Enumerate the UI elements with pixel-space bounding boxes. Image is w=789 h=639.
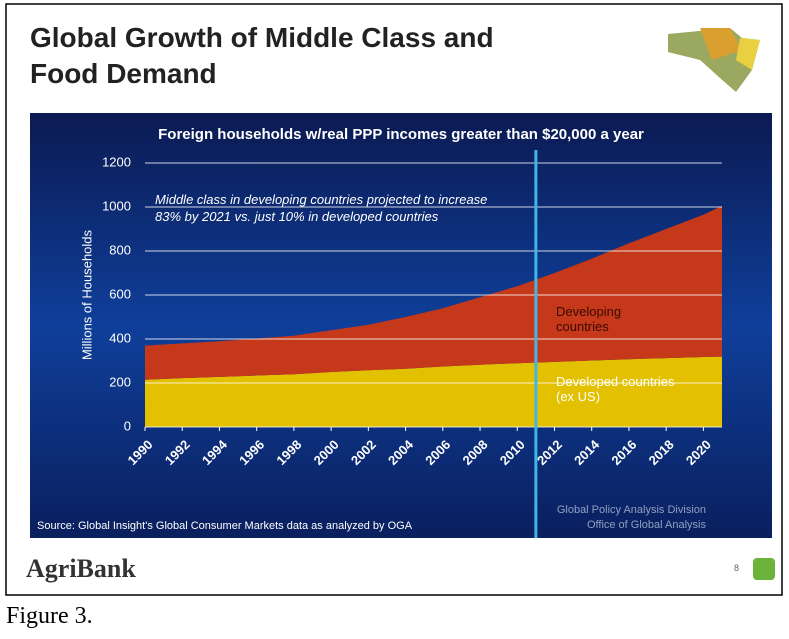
annotation: Middle class in developing countries pro… [155,192,488,224]
logo [668,28,760,92]
plot [145,205,722,427]
area [145,205,722,380]
y-tick-label: 1000 [102,198,131,213]
area [145,356,722,427]
series-label: Developing countries [556,304,622,334]
source: Source: Global Insight's Global Consumer… [37,520,413,532]
credit: Global Policy Analysis Division Office of… [500,503,706,533]
y-tick-label: 0 [124,418,131,433]
page-number: 8 [734,563,740,573]
credit-line: Office of Global Analysis [586,519,706,531]
leaf-icon [753,558,775,580]
y-tick-label: 600 [109,286,131,301]
brand: AgriBank [26,554,136,583]
caption: Figure 3. [6,603,93,629]
y-axis-label: Millions of Households [79,229,94,360]
chart-title: Foreign households w/real PPP incomes gr… [158,126,644,143]
slide-title: Global Growth of Middle Class and Food D… [30,22,494,89]
y-tick-label: 1200 [102,154,131,169]
credit-line: Global Policy Analysis Division [556,504,706,516]
series-label: Developed countries (ex US) [556,374,675,404]
y-tick-label: 400 [109,330,131,345]
y-tick-label: 800 [109,242,131,257]
y-tick-label: 200 [109,374,131,389]
